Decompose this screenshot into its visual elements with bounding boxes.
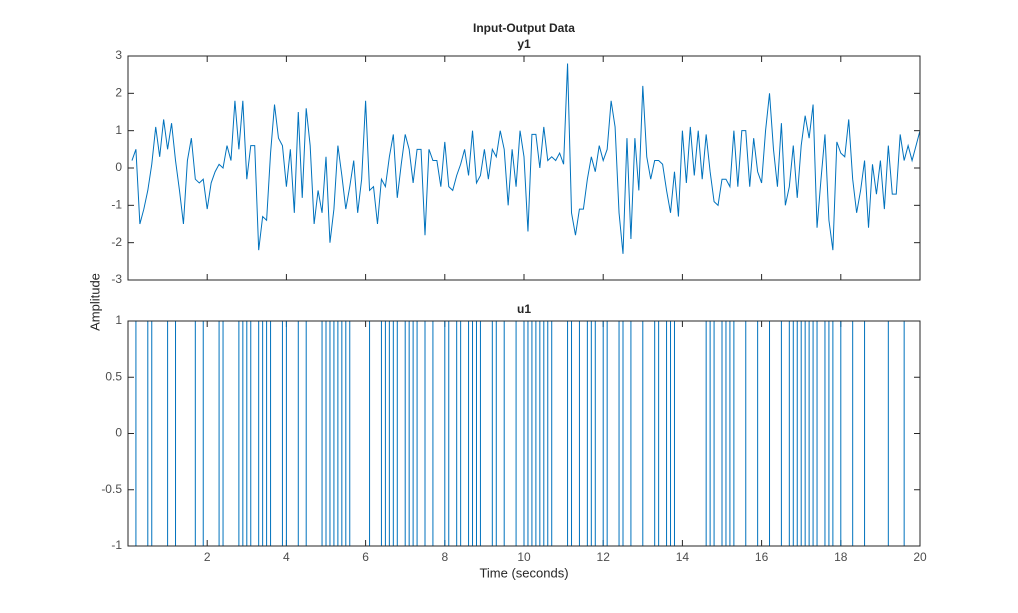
y-tick-label: 2 — [115, 86, 122, 100]
y-tick-label: -1 — [111, 538, 122, 552]
y-tick-label: -3 — [111, 272, 122, 286]
x-tick-label: 14 — [676, 550, 690, 564]
y-tick-label: -1 — [111, 198, 122, 212]
x-tick-label: 8 — [441, 550, 448, 564]
x-axis-label: Time (seconds) — [479, 565, 568, 580]
x-tick-label: 6 — [362, 550, 369, 564]
data-line — [131, 63, 921, 254]
x-tick-label: 2 — [204, 550, 211, 564]
x-tick-label: 12 — [597, 550, 611, 564]
y-tick-label: 1 — [115, 313, 122, 327]
y-tick-label: 0 — [115, 160, 122, 174]
y-tick-label: 1 — [115, 123, 122, 137]
y-tick-label: -0.5 — [101, 482, 122, 496]
axes-title: y1 — [517, 37, 531, 51]
y-tick-label: -2 — [111, 235, 122, 249]
y-tick-label: 0 — [115, 426, 122, 440]
x-tick-label: 10 — [517, 550, 531, 564]
axes-title: u1 — [517, 302, 531, 316]
y-tick-label: 0.5 — [105, 369, 122, 383]
figure-title: Input-Output Data — [473, 21, 575, 35]
y-axis-label: Amplitude — [87, 273, 102, 331]
x-tick-label: 20 — [913, 550, 927, 564]
axes-box — [127, 320, 921, 547]
x-tick-label: 4 — [283, 550, 290, 564]
x-tick-label: 18 — [834, 550, 848, 564]
y-tick-label: 3 — [115, 48, 122, 62]
axes-box — [127, 55, 921, 281]
x-tick-label: 16 — [755, 550, 769, 564]
